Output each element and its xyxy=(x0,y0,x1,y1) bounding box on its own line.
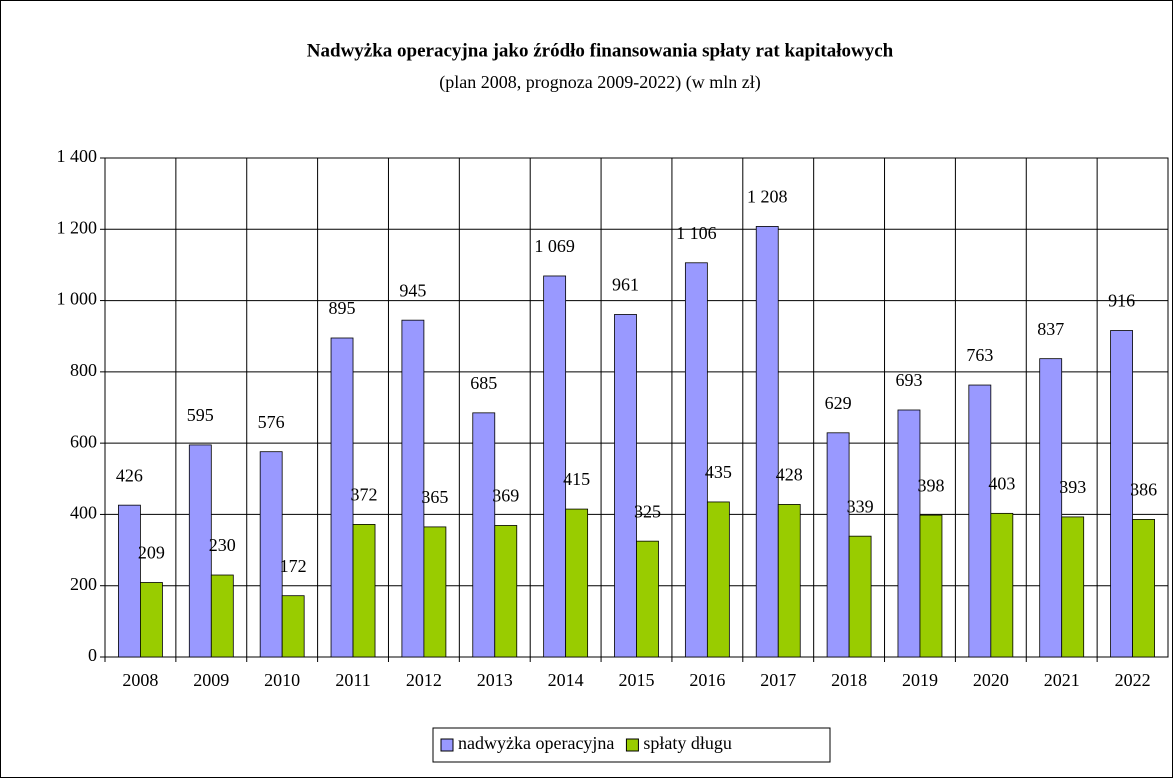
x-tick-label: 2016 xyxy=(689,670,725,690)
bar xyxy=(684,262,708,658)
bar xyxy=(706,501,730,658)
data-label: 398 xyxy=(917,475,944,495)
x-tick-label: 2020 xyxy=(973,670,1009,690)
y-tick-label: 0 xyxy=(88,645,97,665)
x-tick-label: 2017 xyxy=(760,670,796,690)
data-label: 1 106 xyxy=(676,223,717,243)
data-label: 230 xyxy=(209,535,236,555)
x-tick-label: 2009 xyxy=(193,670,229,690)
data-label: 576 xyxy=(258,412,285,432)
legend-label: nadwyżka operacyjna xyxy=(458,733,614,753)
data-label: 435 xyxy=(705,462,732,482)
bar xyxy=(968,384,992,658)
bar xyxy=(352,524,376,658)
y-tick-label: 1 200 xyxy=(57,217,98,237)
data-label: 415 xyxy=(563,469,590,489)
data-label: 916 xyxy=(1108,291,1135,311)
bar xyxy=(1110,330,1133,658)
data-label: 961 xyxy=(612,275,639,295)
data-label: 685 xyxy=(470,373,497,393)
bar xyxy=(188,444,212,658)
bar xyxy=(826,432,850,658)
x-tick-label: 2008 xyxy=(122,670,158,690)
data-label: 325 xyxy=(634,501,661,521)
y-tick-label: 1 000 xyxy=(57,289,98,309)
y-tick-label: 1 400 xyxy=(57,146,98,166)
bar xyxy=(636,540,659,658)
bar xyxy=(140,582,163,658)
data-label: 837 xyxy=(1037,319,1064,339)
data-label: 629 xyxy=(825,393,852,413)
data-label: 945 xyxy=(399,280,426,300)
data-label: 895 xyxy=(329,298,356,318)
data-label: 763 xyxy=(966,345,993,365)
x-tick-label: 2021 xyxy=(1044,670,1080,690)
bar xyxy=(1061,516,1085,658)
bar xyxy=(755,226,779,658)
y-tick-label: 800 xyxy=(70,360,97,380)
bar xyxy=(210,574,234,658)
data-label: 428 xyxy=(776,465,803,485)
x-tick-label: 2015 xyxy=(619,670,655,690)
data-label: 1 069 xyxy=(534,236,575,256)
x-tick-label: 2012 xyxy=(406,670,442,690)
data-label: 693 xyxy=(895,370,922,390)
bar xyxy=(472,412,496,658)
x-tick-label: 2011 xyxy=(335,670,370,690)
data-label: 372 xyxy=(351,485,378,505)
legend-swatch xyxy=(625,738,639,752)
data-label: 339 xyxy=(847,496,874,516)
data-label: 426 xyxy=(116,465,143,485)
x-tick-label: 2022 xyxy=(1115,670,1151,690)
x-tick-label: 2010 xyxy=(264,670,300,690)
x-tick-label: 2019 xyxy=(902,670,938,690)
data-label: 369 xyxy=(492,486,519,506)
bar xyxy=(565,508,589,658)
y-tick-label: 200 xyxy=(70,574,97,594)
bar xyxy=(259,451,283,658)
bar xyxy=(401,319,425,658)
bar xyxy=(614,314,637,658)
bar xyxy=(919,514,943,658)
data-label: 403 xyxy=(988,473,1015,493)
data-label: 172 xyxy=(280,556,307,576)
data-label: 1 208 xyxy=(747,187,788,207)
bar xyxy=(990,512,1014,658)
data-label: 365 xyxy=(421,487,448,507)
y-tick-label: 600 xyxy=(70,431,97,451)
chart-title: Nadwyżka operacyjna jako źródło finansow… xyxy=(307,40,894,61)
data-label: 386 xyxy=(1130,480,1157,500)
bar xyxy=(777,504,801,658)
x-tick-label: 2013 xyxy=(477,670,513,690)
data-label: 393 xyxy=(1059,477,1086,497)
x-tick-label: 2018 xyxy=(831,670,867,690)
bar xyxy=(118,504,141,658)
data-label: 209 xyxy=(138,543,165,563)
bar xyxy=(897,409,921,658)
bar xyxy=(848,535,872,658)
y-tick-label: 400 xyxy=(70,503,97,523)
x-tick-label: 2014 xyxy=(548,670,584,690)
data-label: 595 xyxy=(187,405,214,425)
legend-label: spłaty długu xyxy=(643,733,732,753)
bar xyxy=(423,526,447,658)
chart-subtitle: (plan 2008, prognoza 2009-2022) (w mln z… xyxy=(439,72,760,93)
bar xyxy=(494,525,518,658)
legend-swatch xyxy=(440,738,454,752)
bar xyxy=(543,275,567,658)
bar xyxy=(330,337,354,658)
bar xyxy=(1132,519,1155,658)
bar xyxy=(1039,358,1063,658)
bar xyxy=(281,595,305,658)
